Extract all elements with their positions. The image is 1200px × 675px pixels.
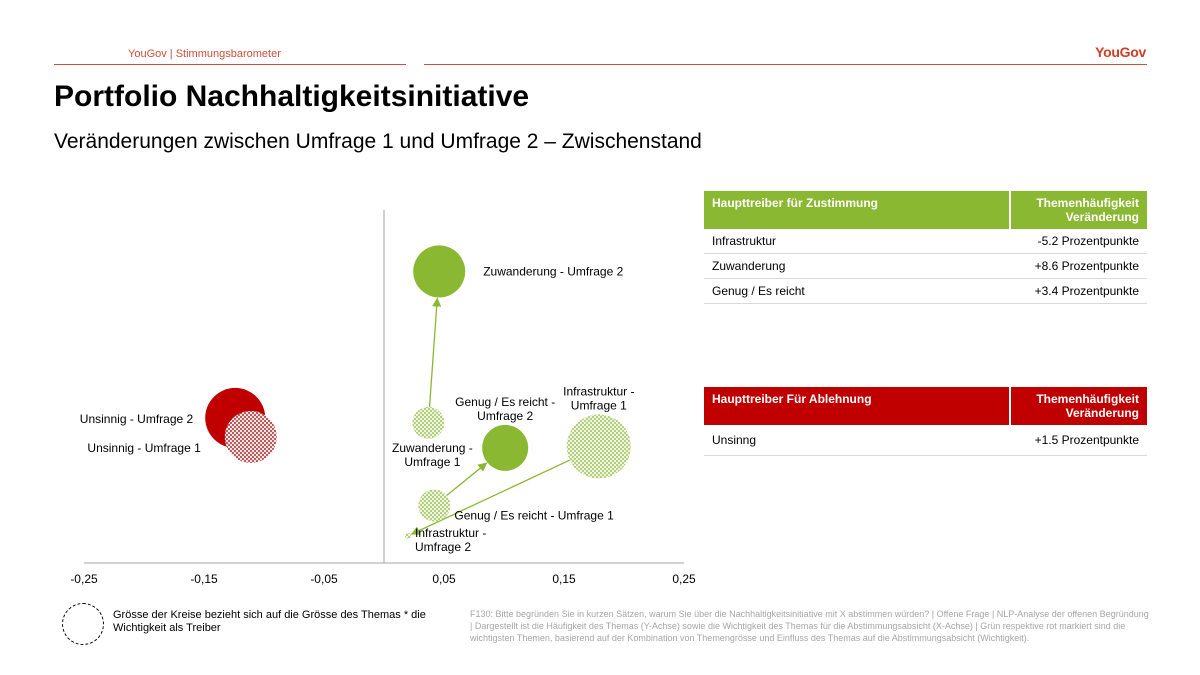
point-label: Genug / Es reicht -Umfrage 2 <box>455 395 555 423</box>
row-label: Infrastruktur <box>704 229 1010 254</box>
x-tick-label: -0,05 <box>310 572 338 586</box>
row-label: Genug / Es reicht <box>704 278 1010 304</box>
page-subtitle: Veränderungen zwischen Umfrage 1 und Umf… <box>54 130 702 153</box>
bubble-point <box>224 410 277 463</box>
header-rule-right <box>424 64 1147 65</box>
row-label: Unsinng <box>704 425 1010 456</box>
point-label: Unsinnig - Umfrage 1 <box>87 441 201 455</box>
table-zustimmung: Haupttreiber für Zustimmung Themenhäufig… <box>704 191 1147 304</box>
table-ablehnung-header-left: Haupttreiber Für Ablehnung <box>704 387 1010 425</box>
table-row: Genug / Es reicht +3.4 Prozentpunkte <box>704 278 1147 304</box>
table-ablehnung: Haupttreiber Für Ablehnung Themenhäufigk… <box>704 387 1147 456</box>
point-label: Genug / Es reicht - Umfrage 1 <box>454 508 614 522</box>
table-ablehnung-header-right: Themenhäufigkeit Veränderung <box>1009 387 1147 425</box>
point-label: Infrastruktur -Umfrage 1 <box>563 385 634 413</box>
x-tick-label: -0,15 <box>190 572 218 586</box>
table-zustimmung-header-right: Themenhäufigkeit Veränderung <box>1009 191 1147 229</box>
table-row: Unsinng +1.5 Prozentpunkte <box>704 425 1147 456</box>
bubble-point <box>482 424 529 471</box>
table-row: Zuwanderung +8.6 Prozentpunkte <box>704 253 1147 279</box>
change-arrow <box>410 459 571 535</box>
x-tick-label: -0,25 <box>70 572 98 586</box>
header-rule-left <box>54 64 406 65</box>
x-tick-label: 0,05 <box>432 572 456 586</box>
bubble-point <box>413 245 466 298</box>
x-tick-label: 0,25 <box>672 572 696 586</box>
row-value: +3.4 Prozentpunkte <box>1010 278 1147 304</box>
point-label: Zuwanderung - Umfrage 2 <box>483 264 623 278</box>
row-value: +1.5 Prozentpunkte <box>1010 425 1147 456</box>
yougov-logo: YouGov <box>1095 44 1146 60</box>
point-label: Zuwanderung -Umfrage 1 <box>392 441 473 469</box>
page-title: Portfolio Nachhaltigkeitsinitiative <box>54 80 530 113</box>
source-label: YouGov | Stimmungsbarometer <box>128 48 281 60</box>
row-value: +8.6 Prozentpunkte <box>1010 253 1147 279</box>
table-row: Infrastruktur -5.2 Prozentpunkte <box>704 229 1147 254</box>
x-tick-label: 0,15 <box>552 572 576 586</box>
legend-size-circle <box>62 603 104 645</box>
row-value: -5.2 Prozentpunkte <box>1010 229 1147 254</box>
table-zustimmung-header-left: Haupttreiber für Zustimmung <box>704 191 1010 229</box>
change-arrow <box>446 462 488 496</box>
legend-size-text: Grösse der Kreise bezieht sich auf die G… <box>113 609 426 634</box>
bubble-point <box>418 489 451 522</box>
point-label: Infrastruktur -Umfrage 2 <box>415 526 486 554</box>
bubble-point <box>412 406 445 439</box>
change-arrow <box>428 297 442 407</box>
row-label: Zuwanderung <box>704 253 1010 279</box>
point-label: Unsinnig - Umfrage 2 <box>80 412 194 426</box>
footnote: F130: Bitte begründen Sie in kurzen Sätz… <box>470 609 1149 643</box>
bubble-point <box>566 414 631 479</box>
bubble-point <box>405 532 411 539</box>
